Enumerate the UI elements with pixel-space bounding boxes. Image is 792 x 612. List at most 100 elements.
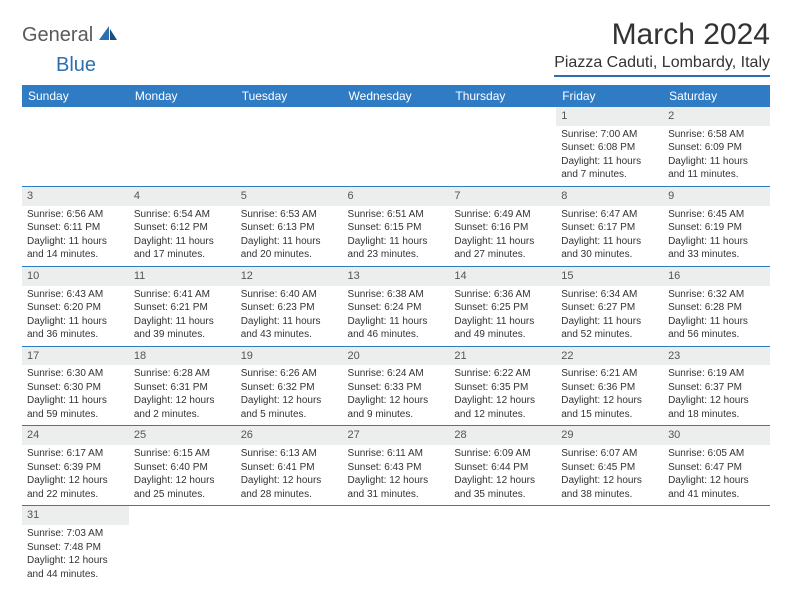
day-details: Sunrise: 6:41 AMSunset: 6:21 PMDaylight:…: [129, 286, 236, 346]
empty-cell: [449, 506, 556, 585]
empty-cell: [556, 506, 663, 585]
day-details: Sunrise: 6:26 AMSunset: 6:32 PMDaylight:…: [236, 365, 343, 425]
day-cell: 13Sunrise: 6:38 AMSunset: 6:24 PMDayligh…: [343, 266, 450, 346]
sunrise-line: Sunrise: 6:40 AM: [241, 288, 338, 302]
day-cell: 18Sunrise: 6:28 AMSunset: 6:31 PMDayligh…: [129, 346, 236, 426]
daylight-line: Daylight: 12 hours and 5 minutes.: [241, 394, 338, 421]
day-number: 13: [343, 267, 450, 286]
title-block: March 2024 Piazza Caduti, Lombardy, Ital…: [554, 18, 770, 77]
day-number: 14: [449, 267, 556, 286]
day-cell: 27Sunrise: 6:11 AMSunset: 6:43 PMDayligh…: [343, 426, 450, 506]
sunset-line: Sunset: 6:23 PM: [241, 301, 338, 315]
day-number: 2: [663, 107, 770, 126]
day-details: Sunrise: 6:11 AMSunset: 6:43 PMDaylight:…: [343, 445, 450, 505]
sunset-line: Sunset: 6:44 PM: [454, 461, 551, 475]
day-cell: 10Sunrise: 6:43 AMSunset: 6:20 PMDayligh…: [22, 266, 129, 346]
sunset-line: Sunset: 6:15 PM: [348, 221, 445, 235]
day-number: 17: [22, 347, 129, 366]
sunrise-line: Sunrise: 6:05 AM: [668, 447, 765, 461]
sunset-line: Sunset: 6:19 PM: [668, 221, 765, 235]
daylight-line: Daylight: 11 hours and 52 minutes.: [561, 315, 658, 342]
sunrise-line: Sunrise: 6:47 AM: [561, 208, 658, 222]
sunset-line: Sunset: 6:47 PM: [668, 461, 765, 475]
sunset-line: Sunset: 6:12 PM: [134, 221, 231, 235]
day-details: Sunrise: 6:17 AMSunset: 6:39 PMDaylight:…: [22, 445, 129, 505]
weekday-header: Thursday: [449, 85, 556, 107]
day-number: 1: [556, 107, 663, 126]
sunrise-line: Sunrise: 6:28 AM: [134, 367, 231, 381]
day-details: Sunrise: 6:51 AMSunset: 6:15 PMDaylight:…: [343, 206, 450, 266]
daylight-line: Daylight: 12 hours and 41 minutes.: [668, 474, 765, 501]
sunset-line: Sunset: 6:31 PM: [134, 381, 231, 395]
daylight-line: Daylight: 11 hours and 49 minutes.: [454, 315, 551, 342]
sunset-line: Sunset: 6:24 PM: [348, 301, 445, 315]
daylight-line: Daylight: 11 hours and 17 minutes.: [134, 235, 231, 262]
sunset-line: Sunset: 6:27 PM: [561, 301, 658, 315]
day-cell: 5Sunrise: 6:53 AMSunset: 6:13 PMDaylight…: [236, 186, 343, 266]
day-details: Sunrise: 6:30 AMSunset: 6:30 PMDaylight:…: [22, 365, 129, 425]
day-number: 10: [22, 267, 129, 286]
day-details: Sunrise: 6:45 AMSunset: 6:19 PMDaylight:…: [663, 206, 770, 266]
sunrise-line: Sunrise: 6:24 AM: [348, 367, 445, 381]
day-cell: 25Sunrise: 6:15 AMSunset: 6:40 PMDayligh…: [129, 426, 236, 506]
day-details: Sunrise: 6:28 AMSunset: 6:31 PMDaylight:…: [129, 365, 236, 425]
daylight-line: Daylight: 11 hours and 23 minutes.: [348, 235, 445, 262]
day-number: 8: [556, 187, 663, 206]
day-details: Sunrise: 6:07 AMSunset: 6:45 PMDaylight:…: [556, 445, 663, 505]
day-number: 6: [343, 187, 450, 206]
sunrise-line: Sunrise: 6:54 AM: [134, 208, 231, 222]
day-details: Sunrise: 6:19 AMSunset: 6:37 PMDaylight:…: [663, 365, 770, 425]
empty-cell: [343, 107, 450, 186]
empty-cell: [129, 107, 236, 186]
sunset-line: Sunset: 6:35 PM: [454, 381, 551, 395]
sunrise-line: Sunrise: 6:09 AM: [454, 447, 551, 461]
day-number: 12: [236, 267, 343, 286]
sunrise-line: Sunrise: 6:22 AM: [454, 367, 551, 381]
day-details: Sunrise: 6:15 AMSunset: 6:40 PMDaylight:…: [129, 445, 236, 505]
day-cell: 21Sunrise: 6:22 AMSunset: 6:35 PMDayligh…: [449, 346, 556, 426]
sunrise-line: Sunrise: 6:11 AM: [348, 447, 445, 461]
day-cell: 8Sunrise: 6:47 AMSunset: 6:17 PMDaylight…: [556, 186, 663, 266]
sunset-line: Sunset: 6:20 PM: [27, 301, 124, 315]
daylight-line: Daylight: 12 hours and 44 minutes.: [27, 554, 124, 581]
sunset-line: Sunset: 6:09 PM: [668, 141, 765, 155]
day-details: Sunrise: 6:43 AMSunset: 6:20 PMDaylight:…: [22, 286, 129, 346]
day-number: 30: [663, 426, 770, 445]
sunrise-line: Sunrise: 6:32 AM: [668, 288, 765, 302]
daylight-line: Daylight: 11 hours and 14 minutes.: [27, 235, 124, 262]
day-cell: 29Sunrise: 6:07 AMSunset: 6:45 PMDayligh…: [556, 426, 663, 506]
empty-cell: [22, 107, 129, 186]
sunset-line: Sunset: 6:40 PM: [134, 461, 231, 475]
weekday-header: Tuesday: [236, 85, 343, 107]
day-details: Sunrise: 6:21 AMSunset: 6:36 PMDaylight:…: [556, 365, 663, 425]
calendar-row: 3Sunrise: 6:56 AMSunset: 6:11 PMDaylight…: [22, 186, 770, 266]
sunset-line: Sunset: 6:11 PM: [27, 221, 124, 235]
day-details: Sunrise: 6:24 AMSunset: 6:33 PMDaylight:…: [343, 365, 450, 425]
sunrise-line: Sunrise: 6:56 AM: [27, 208, 124, 222]
sunrise-line: Sunrise: 6:43 AM: [27, 288, 124, 302]
daylight-line: Daylight: 12 hours and 12 minutes.: [454, 394, 551, 421]
empty-cell: [236, 506, 343, 585]
daylight-line: Daylight: 11 hours and 11 minutes.: [668, 155, 765, 182]
day-cell: 2Sunrise: 6:58 AMSunset: 6:09 PMDaylight…: [663, 107, 770, 186]
sunrise-line: Sunrise: 6:45 AM: [668, 208, 765, 222]
empty-cell: [236, 107, 343, 186]
weekday-header: Saturday: [663, 85, 770, 107]
day-number: 19: [236, 347, 343, 366]
day-number: 25: [129, 426, 236, 445]
day-details: Sunrise: 6:22 AMSunset: 6:35 PMDaylight:…: [449, 365, 556, 425]
sunrise-line: Sunrise: 6:53 AM: [241, 208, 338, 222]
sunset-line: Sunset: 6:37 PM: [668, 381, 765, 395]
sunset-line: Sunset: 6:16 PM: [454, 221, 551, 235]
empty-cell: [129, 506, 236, 585]
daylight-line: Daylight: 12 hours and 9 minutes.: [348, 394, 445, 421]
sunset-line: Sunset: 6:43 PM: [348, 461, 445, 475]
day-number: 4: [129, 187, 236, 206]
sunrise-line: Sunrise: 7:03 AM: [27, 527, 124, 541]
logo: General: [22, 24, 121, 47]
day-cell: 16Sunrise: 6:32 AMSunset: 6:28 PMDayligh…: [663, 266, 770, 346]
day-cell: 3Sunrise: 6:56 AMSunset: 6:11 PMDaylight…: [22, 186, 129, 266]
sunrise-line: Sunrise: 6:41 AM: [134, 288, 231, 302]
sunset-line: Sunset: 6:17 PM: [561, 221, 658, 235]
day-number: 9: [663, 187, 770, 206]
